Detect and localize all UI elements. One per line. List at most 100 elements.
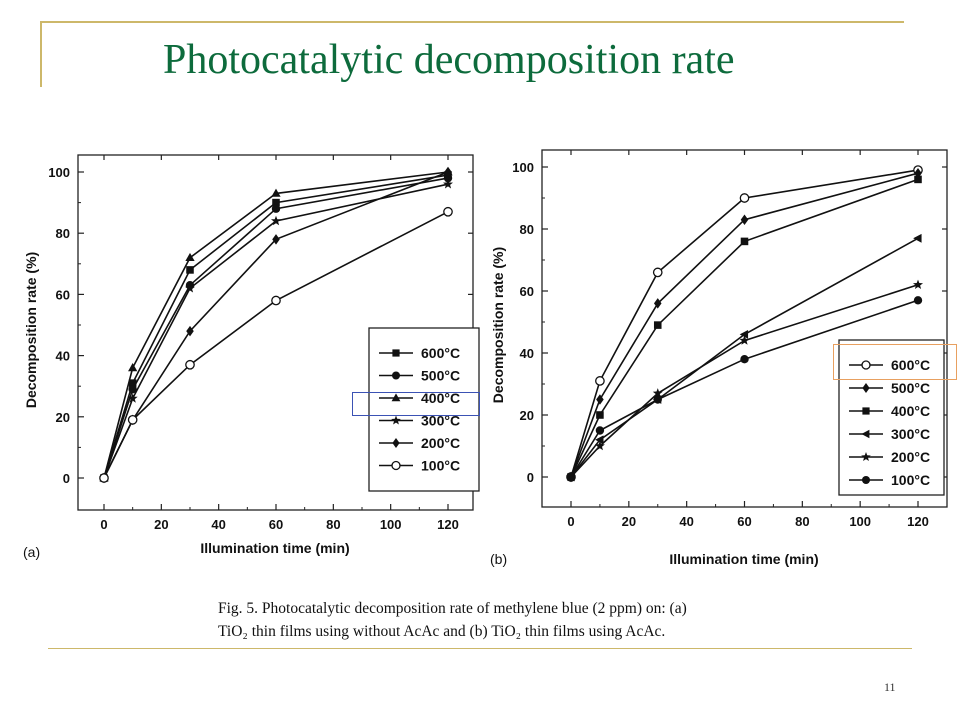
data-point xyxy=(185,252,195,262)
series-100c xyxy=(99,206,453,483)
legend-marker xyxy=(861,452,871,461)
series-100c xyxy=(566,296,923,482)
data-point xyxy=(272,198,280,207)
caption-line-2: TiO₂ thin films using without AcAc and (… xyxy=(218,623,666,640)
figure-caption: Fig. 5. Photocatalytic decomposition rat… xyxy=(218,597,687,643)
page-number: 11 xyxy=(884,680,896,694)
data-point xyxy=(595,435,604,445)
legend-marker xyxy=(392,438,400,448)
legend-label: 500°C xyxy=(891,380,930,396)
legend-highlight-box-a xyxy=(352,392,480,416)
x-tick-label: 20 xyxy=(154,517,168,532)
y-tick-label: 60 xyxy=(56,287,70,302)
legend-label: 300°C xyxy=(421,413,460,429)
chart-b: 0 20 40 60 80 100 120 0 20 40 60 80 100 Illumination … xyxy=(490,149,948,567)
y-tick-label: 0 xyxy=(527,470,534,485)
data-point xyxy=(596,394,604,405)
data-point xyxy=(443,179,453,189)
x-tick-label: 0 xyxy=(567,514,574,529)
x-tick-label: 60 xyxy=(737,514,751,529)
slide-title: Photocatalytic decomposition rate xyxy=(163,37,735,83)
legend-marker xyxy=(861,360,871,370)
legend-label: 300°C xyxy=(891,426,930,442)
data-point xyxy=(653,298,662,309)
data-point xyxy=(272,234,280,245)
data-point xyxy=(595,426,605,435)
y-tick-label: 60 xyxy=(520,284,534,299)
data-point xyxy=(740,355,749,364)
y-tick-label: 100 xyxy=(512,160,534,175)
data-point xyxy=(652,267,663,278)
y-tick-label: 0 xyxy=(63,471,70,486)
data-point xyxy=(595,376,605,386)
y-tick-label: 20 xyxy=(520,408,534,423)
x-tick-label: 0 xyxy=(100,517,107,532)
x-axis-label: Illumination time (min) xyxy=(669,551,818,567)
legend-marker xyxy=(391,393,401,402)
y-axis-label: Decomposition rate (%) xyxy=(490,247,506,403)
data-point xyxy=(443,206,453,217)
x-tick-label: 60 xyxy=(269,517,283,532)
data-point xyxy=(913,233,922,243)
legend-label: 200°C xyxy=(891,449,930,465)
slide-frame-left xyxy=(40,21,42,87)
legend-marker xyxy=(392,349,400,357)
legend-highlight-box-b xyxy=(833,344,957,380)
x-tick-label: 120 xyxy=(437,517,459,532)
data-point xyxy=(914,175,922,184)
legend-label: 600°C xyxy=(421,345,460,361)
panel-label: (a) xyxy=(23,544,40,560)
data-point xyxy=(186,325,194,337)
legend-marker xyxy=(862,407,870,415)
x-tick-label: 20 xyxy=(622,514,636,529)
data-point xyxy=(653,321,662,329)
x-axis-label: Illumination time (min) xyxy=(200,540,349,556)
y-axis-label: Decomposition rate (%) xyxy=(23,252,39,408)
y-tick-label: 80 xyxy=(56,226,70,241)
data-point xyxy=(271,188,281,197)
data-point xyxy=(652,388,663,398)
data-point xyxy=(271,295,281,306)
data-point xyxy=(913,279,923,289)
data-point xyxy=(596,411,604,419)
data-point xyxy=(128,363,138,372)
data-point xyxy=(653,395,662,404)
x-tick-label: 120 xyxy=(907,514,929,529)
legend-marker xyxy=(391,460,401,471)
slide-frame-bottom xyxy=(48,648,912,649)
chart-a: 0 20 40 60 80 100 120 0 20 40 60 80 100 Illumination … xyxy=(23,154,480,560)
legend-label: 400°C xyxy=(891,403,930,419)
legend-box xyxy=(838,339,945,496)
x-tick-label: 100 xyxy=(849,514,871,529)
data-point xyxy=(127,393,138,403)
y-tick-label: 40 xyxy=(56,349,70,364)
legend-label: 400°C xyxy=(421,390,460,406)
data-point xyxy=(186,266,194,274)
data-point xyxy=(740,214,749,225)
x-tick-label: 40 xyxy=(679,514,693,529)
data-point xyxy=(127,415,138,425)
x-tick-label: 80 xyxy=(795,514,809,529)
data-point xyxy=(739,193,750,203)
x-tick-label: 40 xyxy=(211,517,225,532)
data-point xyxy=(185,283,195,293)
data-point xyxy=(271,215,281,226)
x-tick-label: 100 xyxy=(380,517,402,532)
data-point xyxy=(566,472,576,482)
legend-marker xyxy=(861,429,870,439)
panel-label: (b) xyxy=(490,551,507,567)
y-tick-label: 80 xyxy=(520,222,534,237)
data-point xyxy=(594,440,605,451)
legend-box xyxy=(368,327,480,492)
legend: 600°C 500°C 400°C 300°C 200°C 100°C xyxy=(838,339,945,496)
data-point xyxy=(185,359,195,370)
legend-label: 100°C xyxy=(891,472,930,488)
y-tick-label: 20 xyxy=(56,410,70,425)
legend-label: 100°C xyxy=(421,458,460,474)
data-point xyxy=(913,296,923,305)
legend-marker xyxy=(392,371,400,380)
y-tick-label: 100 xyxy=(48,165,70,180)
legend-label: 500°C xyxy=(421,368,460,384)
data-point xyxy=(99,473,109,483)
